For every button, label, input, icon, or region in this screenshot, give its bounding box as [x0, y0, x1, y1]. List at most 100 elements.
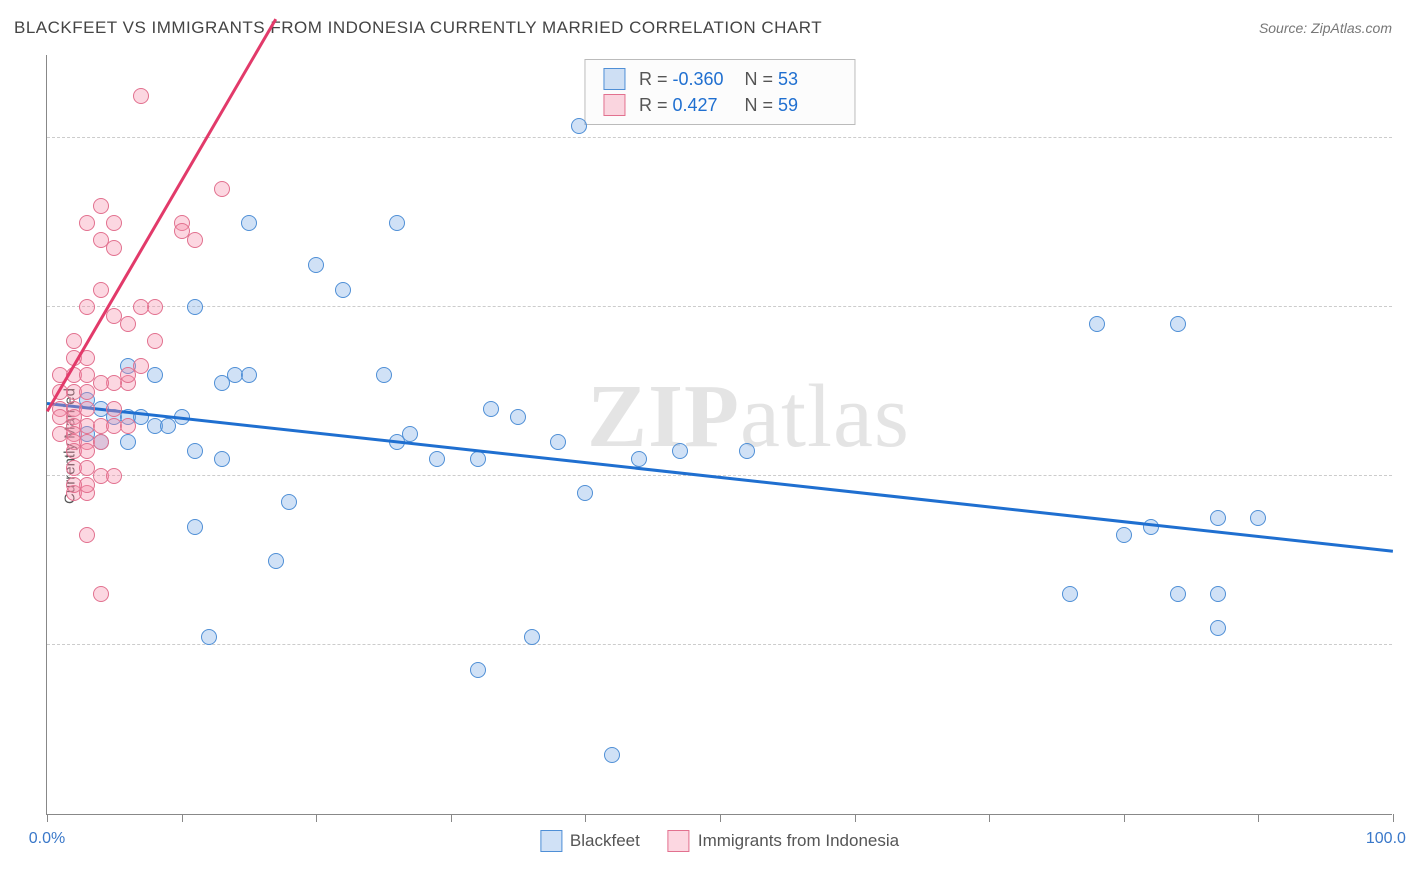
- legend-label-indonesia: Immigrants from Indonesia: [698, 831, 899, 851]
- data-point: [550, 434, 566, 450]
- data-point: [389, 215, 405, 231]
- gridline: [47, 137, 1392, 138]
- data-point: [79, 299, 95, 315]
- data-point: [201, 629, 217, 645]
- data-point: [133, 88, 149, 104]
- data-point: [402, 426, 418, 442]
- data-point: [604, 747, 620, 763]
- data-point: [524, 629, 540, 645]
- data-point: [335, 282, 351, 298]
- data-point: [1210, 620, 1226, 636]
- gridline: [47, 306, 1392, 307]
- r-value-blackfeet: -0.360: [673, 69, 731, 90]
- stats-row-indonesia: R = 0.427 N = 59: [603, 92, 836, 118]
- r-value-indonesia: 0.427: [673, 95, 731, 116]
- stats-legend-box: R = -0.360 N = 53 R = 0.427 N = 59: [584, 59, 855, 125]
- trend-line: [46, 18, 277, 412]
- data-point: [1089, 316, 1105, 332]
- source-label: Source: ZipAtlas.com: [1259, 20, 1392, 36]
- data-point: [106, 468, 122, 484]
- data-point: [79, 401, 95, 417]
- data-point: [79, 527, 95, 543]
- swatch-indonesia: [603, 94, 625, 116]
- data-point: [120, 316, 136, 332]
- x-tick: [182, 814, 183, 822]
- data-point: [281, 494, 297, 510]
- stats-row-blackfeet: R = -0.360 N = 53: [603, 66, 836, 92]
- data-point: [214, 451, 230, 467]
- x-tick: [47, 814, 48, 822]
- data-point: [1210, 586, 1226, 602]
- data-point: [429, 451, 445, 467]
- data-point: [147, 367, 163, 383]
- data-point: [93, 282, 109, 298]
- data-point: [470, 662, 486, 678]
- data-point: [214, 181, 230, 197]
- legend-item-indonesia: Immigrants from Indonesia: [668, 830, 899, 852]
- title-bar: BLACKFEET VS IMMIGRANTS FROM INDONESIA C…: [14, 18, 1392, 38]
- x-tick: [720, 814, 721, 822]
- swatch-blackfeet: [603, 68, 625, 90]
- swatch-blackfeet-bottom: [540, 830, 562, 852]
- x-tick-label: 100.0%: [1366, 830, 1406, 848]
- data-point: [1170, 316, 1186, 332]
- data-point: [106, 240, 122, 256]
- legend-label-blackfeet: Blackfeet: [570, 831, 640, 851]
- data-point: [133, 358, 149, 374]
- data-point: [120, 418, 136, 434]
- gridline: [47, 644, 1392, 645]
- legend-item-blackfeet: Blackfeet: [540, 830, 640, 852]
- data-point: [510, 409, 526, 425]
- data-point: [133, 299, 149, 315]
- data-point: [739, 443, 755, 459]
- data-point: [1170, 586, 1186, 602]
- chart-title: BLACKFEET VS IMMIGRANTS FROM INDONESIA C…: [14, 18, 822, 38]
- data-point: [187, 299, 203, 315]
- x-tick: [1393, 814, 1394, 822]
- data-point: [571, 118, 587, 134]
- bottom-legend: Blackfeet Immigrants from Indonesia: [540, 830, 899, 852]
- data-point: [1062, 586, 1078, 602]
- x-tick: [1124, 814, 1125, 822]
- swatch-indonesia-bottom: [668, 830, 690, 852]
- data-point: [241, 367, 257, 383]
- data-point: [187, 519, 203, 535]
- plot-area: ZIPatlas R = -0.360 N = 53 R = 0.427 N =…: [46, 55, 1392, 815]
- n-value-indonesia: 59: [778, 95, 836, 116]
- x-tick-label: 0.0%: [29, 830, 65, 848]
- data-point: [214, 375, 230, 391]
- x-tick: [989, 814, 990, 822]
- data-point: [66, 477, 82, 493]
- data-point: [120, 367, 136, 383]
- x-tick: [855, 814, 856, 822]
- data-point: [187, 443, 203, 459]
- data-point: [1143, 519, 1159, 535]
- data-point: [483, 401, 499, 417]
- data-point: [308, 257, 324, 273]
- data-point: [66, 333, 82, 349]
- data-point: [241, 215, 257, 231]
- data-point: [1210, 510, 1226, 526]
- data-point: [631, 451, 647, 467]
- data-point: [268, 553, 284, 569]
- n-value-blackfeet: 53: [778, 69, 836, 90]
- data-point: [147, 333, 163, 349]
- data-point: [93, 586, 109, 602]
- data-point: [577, 485, 593, 501]
- data-point: [120, 434, 136, 450]
- x-tick: [1258, 814, 1259, 822]
- data-point: [376, 367, 392, 383]
- data-point: [174, 223, 190, 239]
- data-point: [106, 215, 122, 231]
- data-point: [1250, 510, 1266, 526]
- x-tick: [585, 814, 586, 822]
- data-point: [672, 443, 688, 459]
- data-point: [1116, 527, 1132, 543]
- data-point: [470, 451, 486, 467]
- trend-line: [47, 402, 1393, 552]
- data-point: [93, 198, 109, 214]
- data-point: [93, 375, 109, 391]
- data-point: [187, 232, 203, 248]
- x-tick: [316, 814, 317, 822]
- data-point: [79, 443, 95, 459]
